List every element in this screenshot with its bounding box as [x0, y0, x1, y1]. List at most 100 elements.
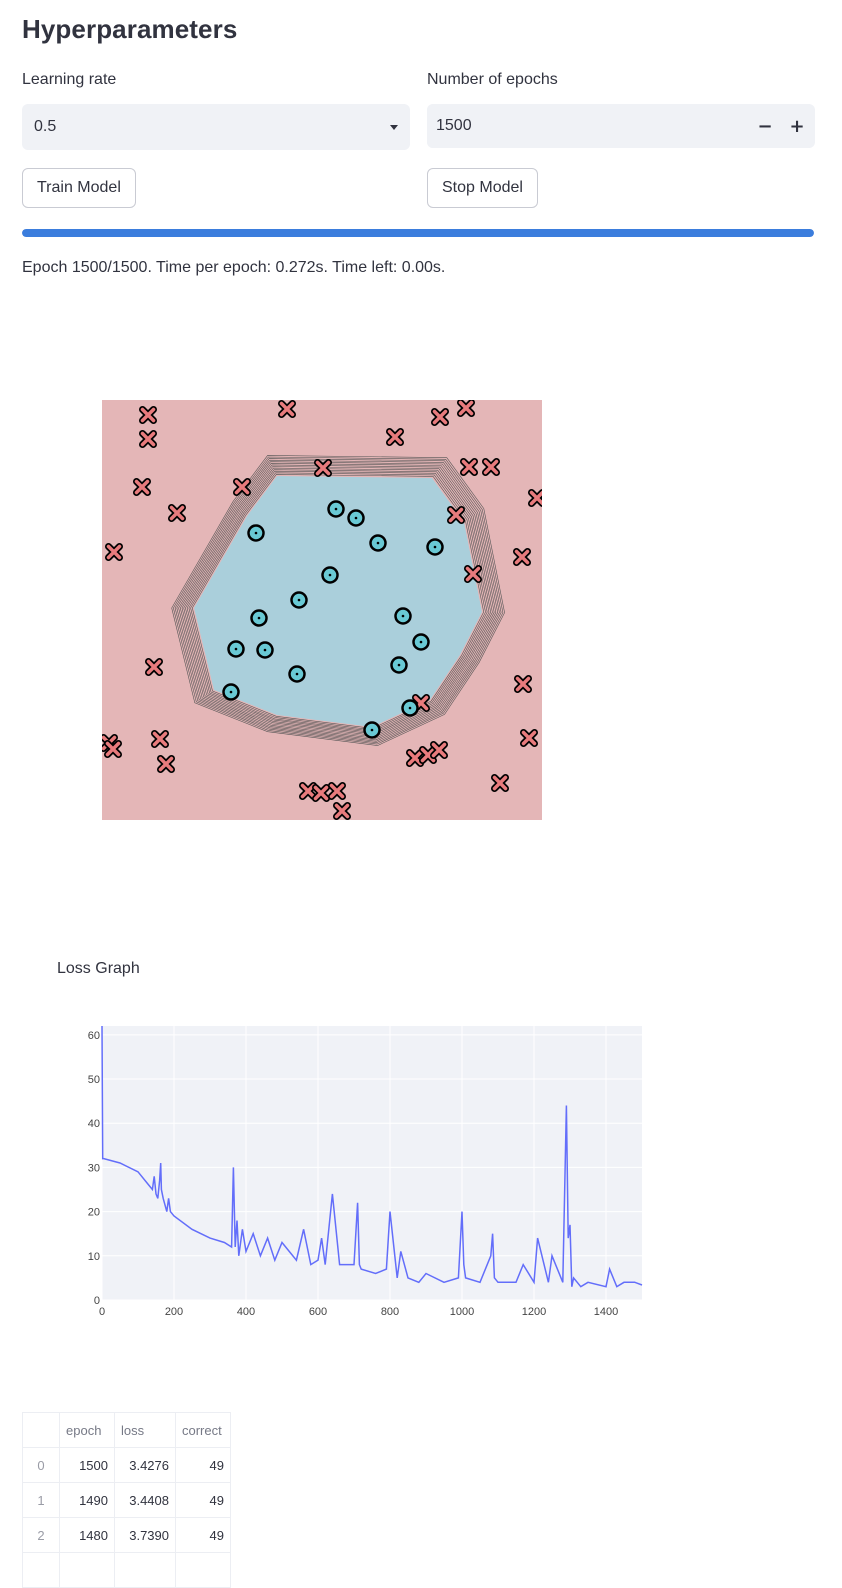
- o-marker-center: [257, 616, 261, 620]
- table-header-epoch[interactable]: epoch: [59, 1412, 115, 1448]
- table-cell-index: 0: [22, 1447, 60, 1483]
- x-marker: [461, 459, 477, 475]
- x-marker: [515, 676, 531, 692]
- contour-line: [176, 459, 500, 742]
- stop-model-button[interactable]: Stop Model: [427, 168, 538, 208]
- learning-rate-value: 0.5: [34, 118, 57, 135]
- epochs-decrement-button[interactable]: −: [749, 110, 781, 142]
- x-tick-label: 400: [237, 1306, 255, 1318]
- contour-line: [181, 464, 495, 738]
- x-marker: [152, 731, 168, 747]
- o-marker-center: [295, 672, 299, 676]
- x-marker: [492, 775, 508, 791]
- x-marker: [146, 659, 162, 675]
- o-marker-center: [419, 640, 423, 644]
- x-marker: [483, 459, 499, 475]
- table-row: 0 1500 3.4276 49: [22, 1447, 231, 1483]
- x-tick-label: 0: [99, 1306, 105, 1318]
- o-marker-center: [433, 545, 437, 549]
- learning-rate-label: Learning rate: [22, 71, 117, 88]
- loss-series-line: [101, 1025, 643, 1288]
- table-cell-correct: 49: [175, 1482, 231, 1518]
- o-marker-center: [234, 647, 238, 651]
- x-marker: [134, 479, 150, 495]
- o-marker-center: [401, 614, 405, 618]
- x-marker: [105, 741, 121, 757]
- decision-boundary-plot: [102, 400, 542, 820]
- x-marker: [432, 409, 448, 425]
- table-cell-loss: 3.4276: [114, 1447, 176, 1483]
- table-row: [22, 1552, 231, 1588]
- page-title: Hyperparameters: [22, 14, 238, 44]
- x-tick-label: 800: [381, 1306, 399, 1318]
- table-cell-correct: 49: [175, 1517, 231, 1553]
- x-tick-label: 1400: [594, 1306, 618, 1318]
- x-marker: [140, 431, 156, 447]
- table-cell-index: 1: [22, 1482, 60, 1518]
- table-cell-epoch: [59, 1552, 115, 1588]
- o-marker-center: [334, 507, 338, 511]
- table-header-row: epoch loss correct: [22, 1412, 231, 1448]
- x-marker: [315, 460, 331, 476]
- learning-rate-select[interactable]: 0.5: [22, 104, 410, 150]
- x-tick-label: 200: [165, 1306, 183, 1318]
- x-marker: [329, 783, 345, 799]
- epochs-input[interactable]: [427, 104, 749, 148]
- contour-line: [171, 455, 505, 746]
- contour-line: [179, 462, 497, 739]
- o-marker-center: [376, 541, 380, 545]
- y-tick-label: 30: [88, 1162, 100, 1174]
- x-marker: [106, 544, 122, 560]
- x-marker: [420, 747, 436, 763]
- contour-line: [174, 458, 502, 744]
- y-tick-label: 40: [88, 1118, 100, 1130]
- decision-contours: [171, 455, 505, 746]
- decision-inner-region: [194, 476, 482, 727]
- table-cell-correct: 49: [175, 1447, 231, 1483]
- chevron-down-icon: [390, 124, 398, 130]
- x-marker: [334, 803, 350, 819]
- epochs-number-input: − +: [427, 104, 815, 148]
- epochs-increment-button[interactable]: +: [781, 110, 813, 142]
- x-tick-label: 1200: [522, 1306, 546, 1318]
- y-tick-label: 10: [88, 1251, 100, 1263]
- data-markers: [102, 400, 542, 820]
- o-marker-center: [263, 648, 267, 652]
- o-marker-center: [229, 690, 233, 694]
- y-tick-label: 20: [88, 1207, 100, 1219]
- y-tick-label: 60: [88, 1030, 100, 1042]
- contour-line: [173, 456, 504, 745]
- table-cell-correct: [175, 1552, 231, 1588]
- y-tick-label: 50: [88, 1074, 100, 1086]
- table-cell-loss: 3.4408: [114, 1482, 176, 1518]
- training-progress-bar: [22, 229, 814, 237]
- x-marker: [169, 505, 185, 521]
- x-marker: [313, 785, 329, 801]
- o-marker-center: [397, 663, 401, 667]
- table-header-correct[interactable]: correct: [175, 1412, 231, 1448]
- table-cell-loss: 3.7390: [114, 1517, 176, 1553]
- x-marker: [431, 742, 447, 758]
- o-marker-center: [254, 531, 258, 535]
- x-marker: [448, 507, 464, 523]
- table-row: 1 1490 3.4408 49: [22, 1482, 231, 1518]
- x-marker: [458, 400, 474, 416]
- x-tick-label: 600: [309, 1306, 327, 1318]
- x-marker: [514, 549, 530, 565]
- o-marker-center: [328, 573, 332, 577]
- epochs-label: Number of epochs: [427, 71, 558, 88]
- table-cell-index: [22, 1552, 60, 1588]
- table-cell-epoch: 1490: [59, 1482, 115, 1518]
- x-marker: [465, 566, 481, 582]
- o-marker-center: [408, 706, 412, 710]
- x-marker: [521, 730, 537, 746]
- loss-tick-labels: 0 200 400 600 800 1000 1200 1400 0 10 20 30 40 50 60: [88, 1030, 618, 1318]
- loss-chart: 0 200 400 600 800 1000 1200 1400 0 10 20 30 40 50 60: [88, 1025, 643, 1318]
- table-cell-loss: [114, 1552, 176, 1588]
- o-marker-center: [354, 516, 358, 520]
- x-marker: [387, 429, 403, 445]
- x-marker: [234, 479, 250, 495]
- train-model-button[interactable]: Train Model: [22, 168, 136, 208]
- table-row: 2 1480 3.7390 49: [22, 1517, 231, 1553]
- table-header-loss[interactable]: loss: [114, 1412, 176, 1448]
